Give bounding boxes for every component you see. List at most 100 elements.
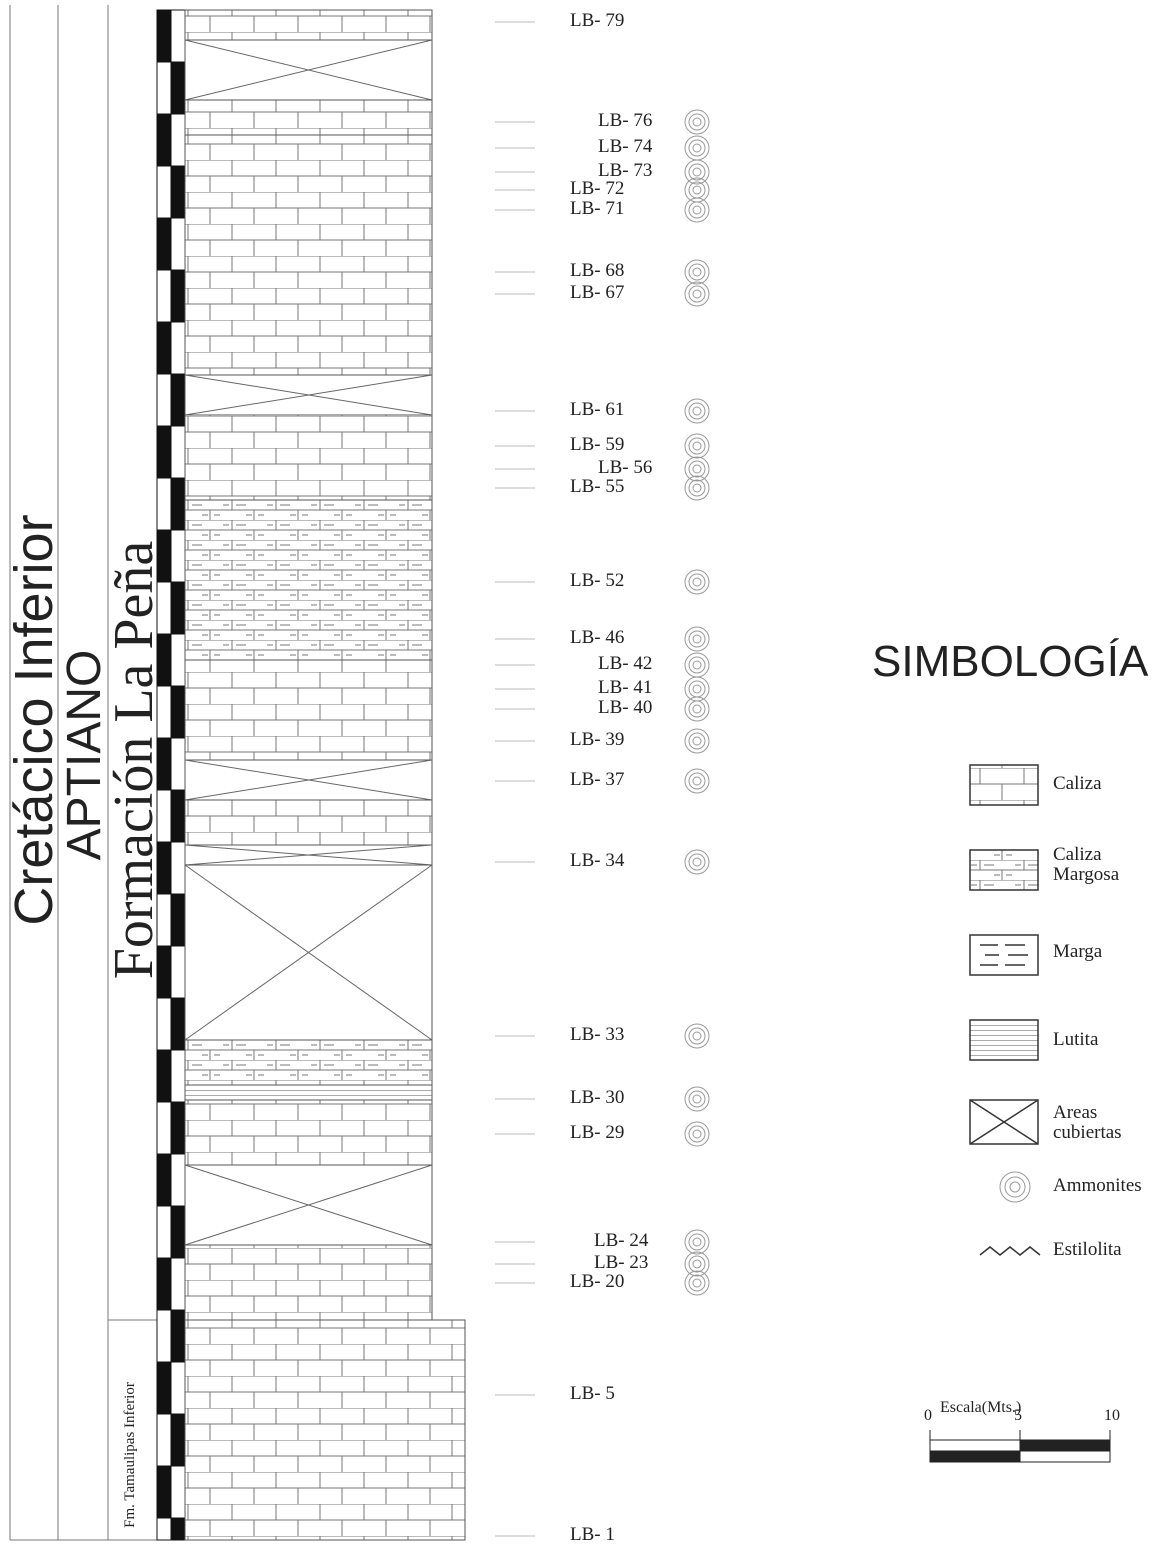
- bar-segment: [171, 686, 185, 738]
- bar-segment: [171, 426, 185, 478]
- layer: [185, 660, 432, 760]
- sample-label: LB- 42: [598, 654, 652, 674]
- legend-symbols: [970, 765, 1040, 1255]
- ammonite: [685, 434, 709, 458]
- bar-segment: [171, 894, 185, 946]
- bar-segment: [171, 842, 185, 894]
- bar-segment: [171, 374, 185, 426]
- bar-segment: [171, 998, 185, 1050]
- ammonite: [685, 160, 709, 184]
- bar-segment: [157, 10, 171, 62]
- bar-segment: [171, 1518, 185, 1540]
- sample-label: LB- 59: [570, 435, 624, 455]
- scale-tick-label: 0: [924, 1406, 932, 1426]
- legend-label: Caliza Margosa: [1053, 845, 1143, 885]
- sample-label: LB- 30: [570, 1088, 624, 1108]
- system-label: Cretácico Inferior: [4, 514, 64, 925]
- bar-segment: [157, 374, 171, 426]
- bar-segment: [171, 790, 185, 842]
- ammonite: [685, 399, 709, 423]
- sample-label: LB- 33: [570, 1025, 624, 1045]
- ammonite: [685, 1087, 709, 1111]
- ammonite: [685, 729, 709, 753]
- bar-segment: [157, 1362, 171, 1414]
- bar-segment: [157, 998, 171, 1050]
- sample-label: LB- 67: [570, 283, 624, 303]
- ammonite: [685, 1122, 709, 1146]
- bar-segment: [157, 270, 171, 322]
- sample-label: LB- 55: [570, 477, 624, 497]
- bar-segment: [171, 1362, 185, 1414]
- scale-bar: [930, 1430, 1110, 1462]
- layer: [185, 100, 432, 135]
- legend-label: Areas cubiertas: [1053, 1103, 1143, 1143]
- bar-segment: [171, 1050, 185, 1102]
- ammonite: [685, 697, 709, 721]
- bar-segment: [157, 1154, 171, 1206]
- bar-segment: [157, 1102, 171, 1154]
- bar-segment: [171, 1310, 185, 1362]
- bar-segment: [171, 62, 185, 114]
- bar-segment: [157, 478, 171, 530]
- ammonite: [685, 110, 709, 134]
- sample-label: LB- 5: [570, 1384, 615, 1404]
- sample-label: LB- 37: [570, 770, 624, 790]
- bar-segment: [157, 1466, 171, 1518]
- bar-segment: [157, 114, 171, 166]
- layer: [185, 1100, 432, 1165]
- sample-label: LB- 41: [598, 678, 652, 698]
- scale-title: Escala(Mts.): [940, 1398, 1021, 1418]
- bar-segment: [157, 1258, 171, 1310]
- sample-label: LB- 40: [598, 698, 652, 718]
- scale-tick-label: 5: [1014, 1406, 1022, 1426]
- layer: [185, 1040, 432, 1085]
- layer: [185, 1320, 465, 1540]
- bar-segment: [171, 530, 185, 582]
- bar-segment: [171, 946, 185, 998]
- sample-label: LB- 79: [570, 11, 624, 31]
- ammonite: [685, 627, 709, 651]
- bar-segment: [171, 478, 185, 530]
- bar-segment: [157, 1310, 171, 1362]
- ammonite: [685, 1252, 709, 1276]
- legend-label: Lutita: [1053, 1030, 1143, 1050]
- bar-segment: [171, 1154, 185, 1206]
- ammonite: [685, 769, 709, 793]
- bar-segment: [171, 1258, 185, 1310]
- sample-label: LB- 71: [570, 199, 624, 219]
- lower-formation-label: Fm. Tamaulipas Inferior: [122, 1380, 138, 1530]
- sample-label: LB- 68: [570, 261, 624, 281]
- sample-label: LB- 72: [570, 179, 624, 199]
- page: Cretácico Inferior APTIANO Formación La …: [0, 0, 1173, 1547]
- formation-label: Formación La Peña: [103, 541, 165, 980]
- ammonite: [685, 850, 709, 874]
- ammonite: [685, 260, 709, 284]
- layer: [185, 10, 432, 40]
- bar-segment: [157, 1518, 171, 1540]
- bar-segment: [171, 218, 185, 270]
- ammonite: [685, 653, 709, 677]
- bar-segment: [171, 322, 185, 374]
- legend-label: Marga: [1053, 942, 1143, 962]
- legend-label: Ammonites: [1053, 1176, 1143, 1196]
- bar-segment: [157, 1414, 171, 1466]
- bar-segment: [171, 114, 185, 166]
- bar-segment: [171, 582, 185, 634]
- bar-segment: [171, 1414, 185, 1466]
- sample-label: LB- 61: [570, 400, 624, 420]
- layer: [185, 135, 432, 375]
- bar-segment: [157, 62, 171, 114]
- bar-segment: [171, 1102, 185, 1154]
- sample-label: LB- 74: [598, 137, 652, 157]
- legend-label: Estilolita: [1053, 1240, 1143, 1260]
- bar-segment: [171, 1466, 185, 1518]
- sample-label: LB- 20: [570, 1272, 624, 1292]
- ammonite: [685, 282, 709, 306]
- lithology: [185, 10, 465, 1540]
- bar-segment: [157, 218, 171, 270]
- legend-label: Caliza: [1053, 774, 1143, 794]
- bar-segment: [171, 10, 185, 62]
- layer: [185, 1085, 432, 1100]
- sample-label: LB- 24: [594, 1231, 648, 1251]
- layer: [185, 1245, 432, 1320]
